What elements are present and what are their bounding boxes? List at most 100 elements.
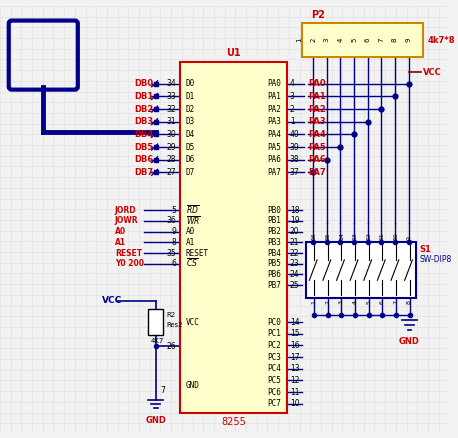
Text: 10: 10	[393, 233, 398, 240]
Text: 14: 14	[339, 233, 344, 240]
Text: 17: 17	[290, 353, 300, 362]
Text: 9: 9	[407, 237, 412, 240]
Bar	[180, 62, 287, 413]
Text: 1: 1	[297, 38, 303, 42]
Text: 32: 32	[166, 105, 176, 113]
Text: PC2: PC2	[267, 341, 281, 350]
Text: 9: 9	[405, 38, 412, 42]
Text: DB5: DB5	[134, 142, 153, 152]
Text: 36: 36	[166, 216, 176, 226]
Text: 11: 11	[290, 388, 300, 397]
Text: PA2: PA2	[267, 105, 281, 113]
Text: PB0: PB0	[267, 206, 281, 215]
Text: D3: D3	[186, 117, 195, 126]
Text: PB2: PB2	[267, 227, 281, 236]
Text: 23: 23	[290, 259, 300, 268]
Text: S1: S1	[419, 245, 431, 254]
Text: D6: D6	[186, 155, 195, 164]
Text: 12: 12	[366, 233, 371, 240]
Text: DB7: DB7	[134, 168, 153, 177]
Text: D7: D7	[186, 168, 195, 177]
Text: 4K7: 4K7	[151, 338, 164, 344]
Text: D2: D2	[186, 105, 195, 113]
Text: A1: A1	[186, 238, 195, 247]
Text: PA1: PA1	[267, 92, 281, 101]
Text: 20: 20	[290, 227, 300, 236]
Text: 8255: 8255	[221, 417, 246, 427]
Text: P2: P2	[311, 10, 325, 20]
Text: 7: 7	[393, 300, 398, 304]
Text: 3: 3	[324, 38, 330, 42]
Text: 8: 8	[407, 300, 412, 304]
Text: 16: 16	[312, 233, 316, 240]
Text: 28: 28	[167, 155, 176, 164]
Text: $\overline{CS}$: $\overline{CS}$	[186, 258, 198, 270]
Bar	[148, 310, 164, 335]
Text: 6: 6	[380, 300, 385, 304]
Text: 8: 8	[171, 238, 176, 247]
Text: 8: 8	[392, 38, 398, 42]
Text: 40: 40	[290, 130, 300, 139]
Text: 25: 25	[290, 281, 300, 290]
Text: 2: 2	[290, 105, 294, 113]
Text: 4k7*8: 4k7*8	[428, 35, 456, 45]
Text: Res2: Res2	[166, 322, 183, 328]
Text: U1: U1	[226, 48, 241, 57]
Text: PA7: PA7	[308, 168, 326, 177]
Text: VCC: VCC	[102, 296, 122, 305]
Text: PA5: PA5	[308, 142, 326, 152]
Text: RESET: RESET	[186, 248, 209, 258]
Text: PA4: PA4	[308, 130, 326, 139]
Text: PB5: PB5	[267, 259, 281, 268]
Text: PA4: PA4	[267, 130, 281, 139]
Text: 15: 15	[325, 233, 330, 240]
Text: 31: 31	[166, 117, 176, 126]
Text: PA3: PA3	[267, 117, 281, 126]
Text: JORD: JORD	[115, 206, 136, 215]
Text: DB1: DB1	[134, 92, 153, 101]
Text: DB4: DB4	[134, 130, 153, 139]
Text: 26: 26	[166, 342, 176, 351]
Text: 5: 5	[351, 38, 357, 42]
Text: VCC: VCC	[423, 67, 442, 77]
Text: PA1: PA1	[308, 92, 326, 101]
Text: PA5: PA5	[267, 142, 281, 152]
Text: 11: 11	[380, 233, 385, 240]
Text: GND: GND	[145, 417, 166, 425]
Text: 37: 37	[290, 168, 300, 177]
Text: 1: 1	[312, 300, 316, 304]
Text: 24: 24	[290, 270, 300, 279]
Text: 2: 2	[310, 38, 316, 42]
Text: 27: 27	[166, 168, 176, 177]
Text: PB1: PB1	[267, 216, 281, 226]
Bar	[306, 242, 416, 298]
Text: A0: A0	[115, 227, 126, 236]
Text: Y0 200: Y0 200	[115, 259, 144, 268]
Text: 18: 18	[290, 206, 300, 215]
Text: 13: 13	[290, 364, 300, 373]
Text: $\overline{RD}$: $\overline{RD}$	[186, 204, 199, 216]
Text: 1: 1	[290, 117, 294, 126]
Text: 7: 7	[378, 38, 384, 42]
Text: 9: 9	[171, 227, 176, 236]
Text: 16: 16	[290, 341, 300, 350]
Text: PC3: PC3	[267, 353, 281, 362]
Text: PC4: PC4	[267, 364, 281, 373]
Text: PB4: PB4	[267, 248, 281, 258]
Text: 19: 19	[290, 216, 300, 226]
Text: 21: 21	[290, 238, 300, 247]
Text: PA6: PA6	[267, 155, 281, 164]
Text: 12: 12	[290, 376, 300, 385]
Text: 22: 22	[290, 248, 300, 258]
Text: $\overline{WR}$: $\overline{WR}$	[186, 215, 201, 227]
Text: D4: D4	[186, 130, 195, 139]
Text: PC0: PC0	[267, 318, 281, 327]
Text: PA3: PA3	[308, 117, 326, 126]
Text: 29: 29	[166, 142, 176, 152]
Text: PA0: PA0	[308, 79, 326, 88]
Text: JOWR: JOWR	[115, 216, 138, 226]
Text: 33: 33	[166, 92, 176, 101]
Text: RESET: RESET	[115, 248, 142, 258]
Text: 34: 34	[166, 79, 176, 88]
Text: D5: D5	[186, 142, 195, 152]
